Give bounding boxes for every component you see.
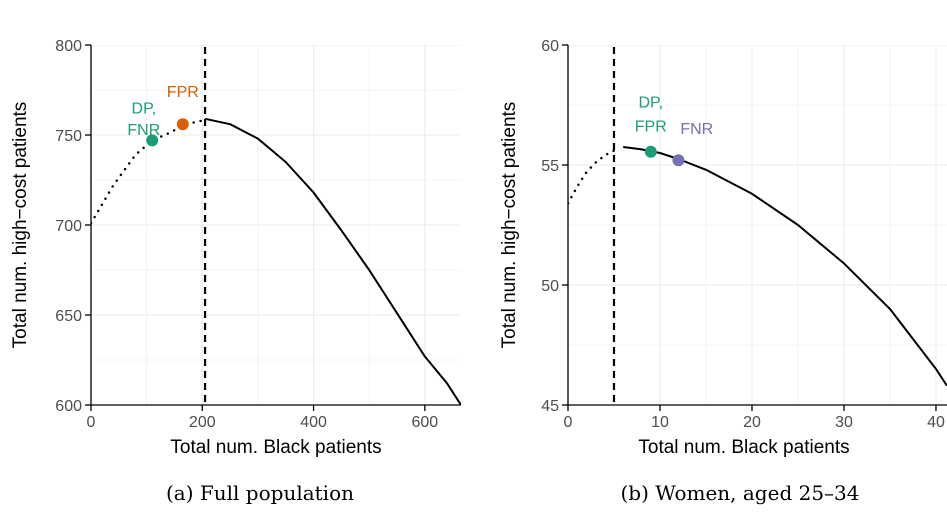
y-tick-label: 750 [55,128,82,145]
x-tick-label: 0 [564,414,573,431]
x-tick-label: 20 [743,414,761,431]
data-point [644,145,657,158]
annotation-label: DP, [638,94,663,111]
y-tick-label: 55 [541,158,559,175]
annotation-label: FPR [167,84,199,101]
data-point [146,134,159,147]
x-axis-title: Total num. Black patients [170,437,381,458]
grid [91,45,461,405]
y-tick-label: 50 [541,278,559,295]
solid-curve [204,117,461,405]
x-axis-title: Total num. Black patients [638,437,849,458]
chart-panel-1: DP, FNR FPR 0 200 400 600 600 650 700 750 800 Total … [10,38,461,505]
annotation-label: FPR [635,118,667,135]
y-tick-label: 600 [55,398,82,415]
x-tick-label: 0 [87,414,96,431]
data-point [672,154,685,167]
solid-curve [623,146,947,387]
y-axis-title: Total num. high−cost patients [499,102,520,349]
annotation-label: DP, [132,100,157,117]
x-tick-label: 200 [189,414,216,431]
y-tick-label: 650 [55,308,82,325]
x-tick-label: 600 [411,414,438,431]
annotation-label: FNR [680,121,713,138]
x-tick-label: 30 [835,414,853,431]
x-tick-label: 40 [927,414,945,431]
y-tick-label: 45 [541,398,559,415]
x-tick-label: 10 [651,414,669,431]
panel-caption: (b) Women, aged 25–34 [620,481,859,505]
data-layer [568,45,947,405]
data-layer [91,45,461,405]
chart-panel-2: DP, FPR FNR 0 10 20 30 40 45 50 55 60 Total num. Bla… [499,38,947,505]
annotation-label: FNR [127,122,160,139]
y-axis-title: Total num. high−cost patients [10,102,31,349]
y-tick-label: 60 [541,38,559,55]
dotted-curve [568,149,616,205]
x-tick-label: 400 [300,414,327,431]
y-tick-label: 800 [55,38,82,55]
data-point [176,118,189,131]
grid [568,45,947,405]
y-tick-label: 700 [55,218,82,235]
panel-caption: (a) Full population [166,481,354,505]
